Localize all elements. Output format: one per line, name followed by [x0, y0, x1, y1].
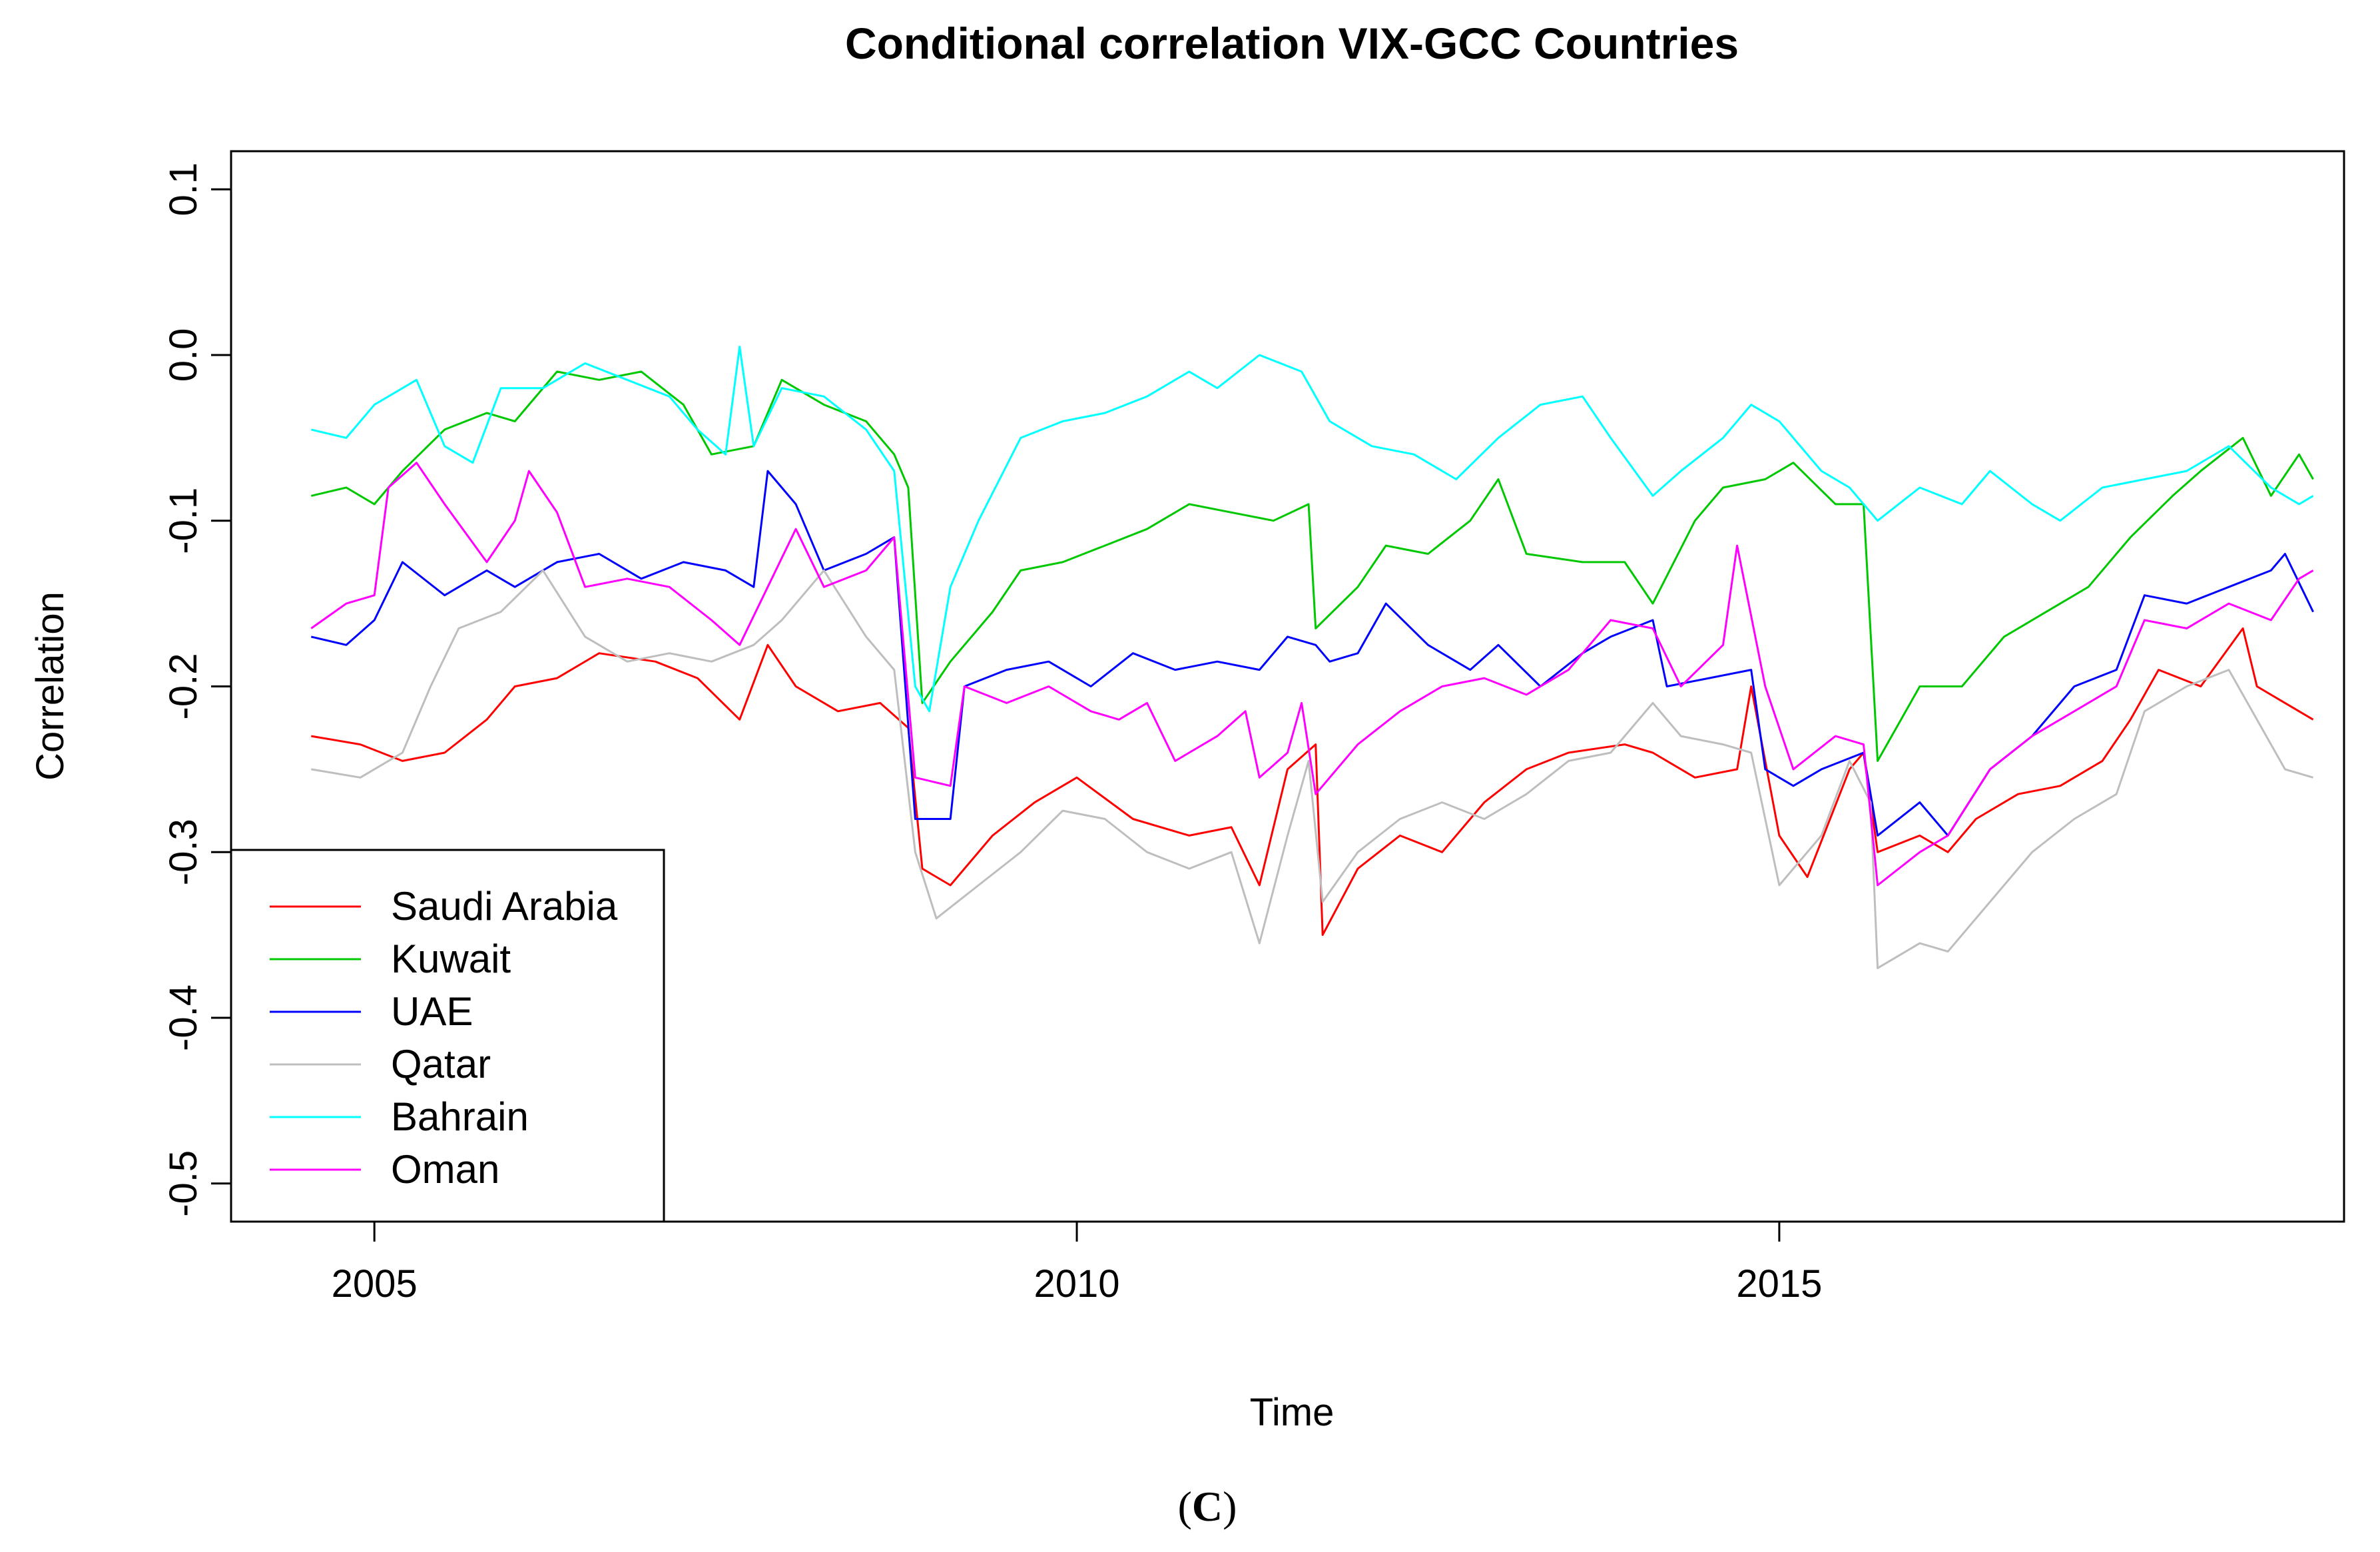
legend-items: Saudi Arabia Kuwait UAE Qatar Bahrain Oman: [270, 884, 618, 1192]
series-line-bahrain: [310, 346, 2314, 713]
y-axis: 0.1 0.0 -0.1 -0.2 -0.3 -0.4 -0.5: [162, 163, 232, 1217]
y-tick-label: -0.2: [162, 653, 205, 720]
y-tick-label: 0.0: [162, 328, 205, 382]
legend-label-qatar: Qatar: [391, 1042, 491, 1086]
chart-title: Conditional correlation VIX-GCC Countrie…: [845, 19, 1739, 68]
x-axis-label: Time: [1250, 1391, 1335, 1434]
legend: Saudi Arabia Kuwait UAE Qatar Bahrain Oman: [230, 849, 665, 1223]
figure-caption: (C): [1178, 1483, 1237, 1530]
legend-label-oman: Oman: [391, 1147, 499, 1192]
x-tick-label: 2015: [1736, 1262, 1822, 1306]
x-tick-label: 2005: [332, 1262, 418, 1306]
legend-label-saudi-arabia: Saudi Arabia: [391, 884, 618, 929]
x-axis: 2005 2010 2015: [332, 1220, 1822, 1306]
caption-open-paren: (: [1178, 1483, 1192, 1530]
y-tick-label: -0.4: [162, 984, 205, 1051]
caption-letter: C: [1192, 1483, 1223, 1530]
legend-label-bahrain: Bahrain: [391, 1094, 529, 1139]
series-line-saudi-arabia: [311, 627, 2314, 937]
legend-label-kuwait: Kuwait: [391, 937, 511, 981]
y-tick-label: -0.5: [162, 1150, 205, 1217]
legend-box: [230, 849, 665, 1223]
series-line-oman: [310, 462, 2314, 887]
y-tick-label: -0.1: [162, 488, 205, 554]
caption-close-paren: ): [1223, 1483, 1237, 1530]
y-axis-label: Correlation: [29, 591, 72, 781]
series-layer: [310, 346, 2314, 969]
series-line-kuwait: [310, 370, 2314, 762]
y-tick-label: -0.3: [162, 819, 205, 885]
y-tick-label: 0.1: [162, 163, 205, 216]
series-line-qatar: [311, 569, 2314, 969]
x-tick-label: 2010: [1034, 1262, 1120, 1306]
legend-label-uae: UAE: [391, 989, 473, 1034]
